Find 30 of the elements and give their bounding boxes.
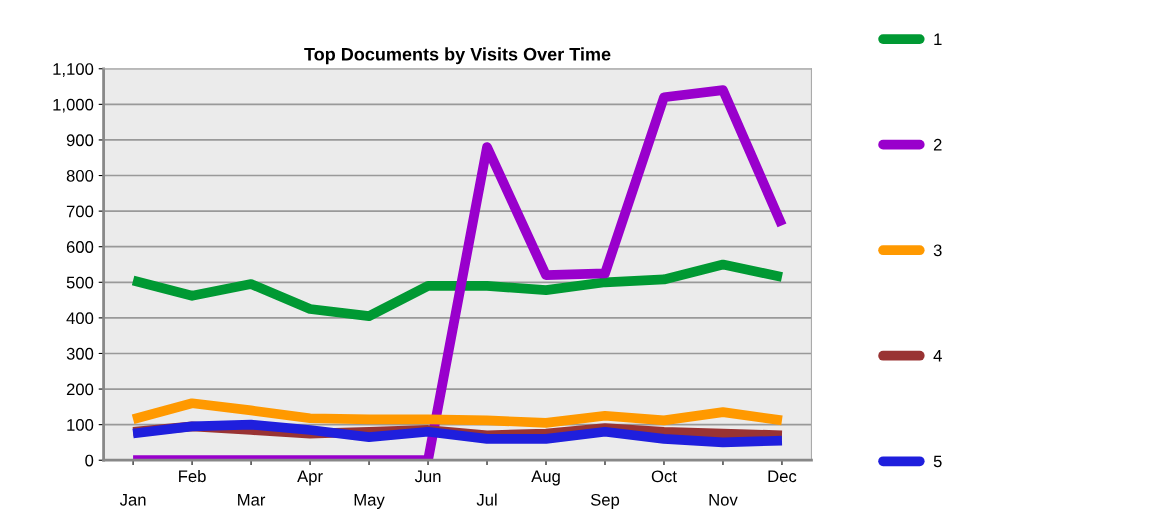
x-tick-label: Nov: [709, 494, 738, 506]
x-tick-label: Mar: [238, 494, 266, 506]
y-tick-label: 500: [66, 276, 94, 289]
x-tick-label: Jan: [119, 494, 146, 506]
x-tick-label: Sep: [590, 493, 620, 509]
x-tick-label: Aug: [531, 470, 560, 486]
y-tick-label: 700: [66, 205, 94, 218]
y-tick-label: 0: [85, 454, 94, 467]
x-tick-label: Feb: [179, 469, 206, 483]
y-tick-label: 900: [66, 134, 94, 147]
y-tick-label: 300: [66, 347, 94, 360]
x-tick-label: Apr: [297, 470, 323, 486]
x-tick-label: Jun: [414, 470, 441, 483]
x-tick-label: May: [354, 494, 385, 509]
legend-label: 2: [933, 138, 942, 151]
y-tick-label: 1,100: [53, 63, 94, 77]
y-tick-label: 400: [66, 312, 94, 325]
legend-label: 5: [933, 455, 942, 468]
y-tick-label: 800: [66, 169, 94, 182]
chart-title: Top Documents by Visits Over Time: [304, 47, 611, 65]
y-tick-label: 100: [67, 419, 94, 431]
legend-label: 1: [934, 33, 942, 45]
legend-label: 3: [933, 244, 942, 257]
y-tick-label: 600: [66, 241, 94, 253]
x-tick-label: Dec: [768, 470, 797, 483]
legend-label: 4: [933, 350, 942, 362]
x-tick-label: Oct: [651, 470, 677, 483]
y-tick-label: 1,000: [53, 98, 94, 113]
y-tick-label: 200: [66, 383, 94, 396]
x-tick-label: Jul: [476, 493, 497, 506]
